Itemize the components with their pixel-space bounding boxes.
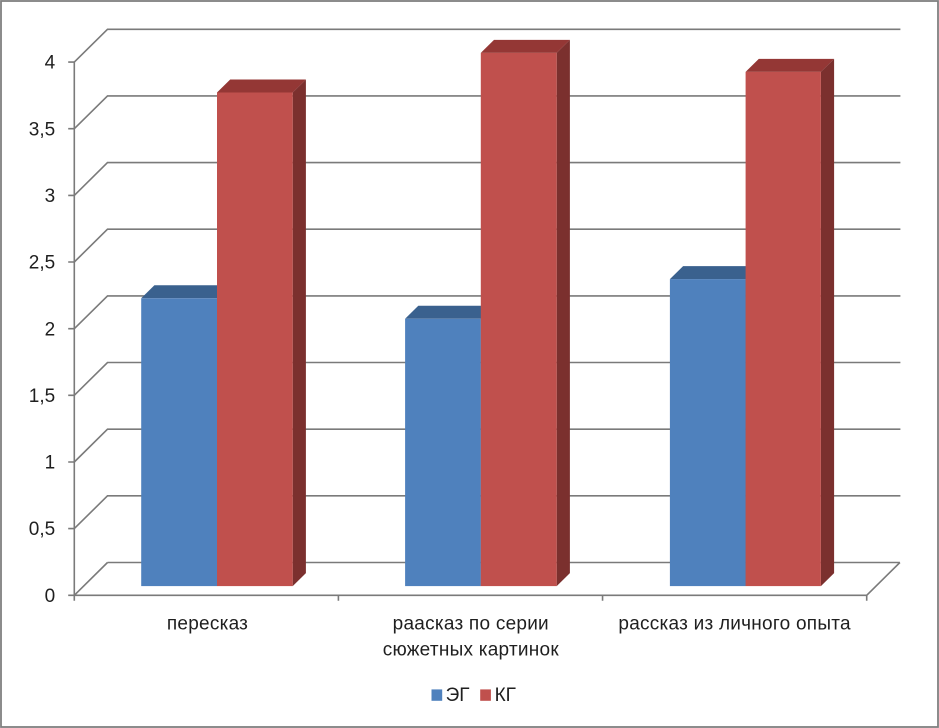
svg-text:пересказ: пересказ — [167, 613, 248, 634]
svg-text:2,5: 2,5 — [29, 253, 55, 274]
svg-text:2: 2 — [45, 319, 56, 340]
svg-text:ЭГ: ЭГ — [446, 685, 470, 706]
svg-text:3: 3 — [45, 186, 56, 207]
svg-text:КГ: КГ — [495, 685, 516, 706]
svg-text:4: 4 — [45, 53, 56, 74]
svg-text:1: 1 — [45, 453, 56, 474]
svg-text:раасказ по серии: раасказ по серии — [393, 613, 549, 634]
svg-text:0: 0 — [45, 586, 56, 607]
svg-text:3,5: 3,5 — [29, 119, 55, 140]
svg-text:0,5: 0,5 — [29, 519, 55, 540]
svg-text:1,5: 1,5 — [29, 386, 55, 407]
svg-text:рассказ из личного опыта: рассказ из личного опыта — [618, 613, 851, 634]
svg-text:сюжетных картинок: сюжетных картинок — [383, 640, 560, 661]
